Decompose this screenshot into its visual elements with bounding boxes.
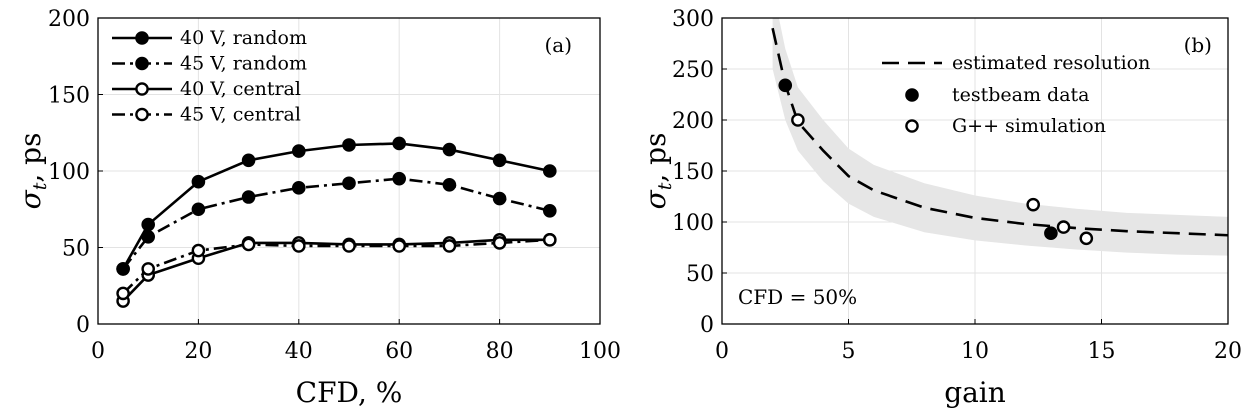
y-tick-label: 300: [672, 7, 714, 32]
estimated-resolution-curve: [771, 27, 1228, 237]
data-point: [116, 286, 130, 301]
legend-label: 45 V, random: [180, 53, 307, 75]
data-point: [392, 171, 407, 186]
y-tick-label: 0: [76, 313, 90, 338]
data-point: [492, 153, 507, 168]
x-tick-label: 80: [486, 339, 514, 364]
panel-b-ylabel: σt, ps: [639, 133, 676, 210]
data-point: [492, 236, 507, 250]
y-tick-label: 0: [700, 313, 714, 338]
x-tick-label: 10: [961, 339, 989, 364]
panel-a-ylabel-rest: , ps: [14, 133, 47, 183]
legend-marker: [905, 88, 919, 102]
x-tick-label: 20: [184, 339, 212, 364]
legend-marker: [905, 119, 919, 133]
data-point: [291, 239, 306, 253]
x-tick-label: 100: [579, 339, 621, 364]
uncertainty-band: [772, 18, 1228, 256]
data-point: [191, 174, 206, 189]
data-point: [141, 229, 155, 244]
simulation-point: [1079, 231, 1094, 246]
y-tick-label: 200: [48, 7, 90, 32]
data-point: [241, 190, 256, 204]
y-tick-label: 100: [48, 160, 90, 185]
data-point: [291, 181, 306, 195]
panel-a-ylabel-sub: t: [29, 182, 51, 190]
data-point: [492, 191, 507, 206]
panel-a-label: (a): [544, 33, 572, 57]
x-tick-label: 60: [385, 339, 413, 364]
data-point: [392, 239, 407, 253]
data-point: [241, 237, 256, 252]
panel-b-label: (b): [1184, 33, 1212, 57]
legend-label: G++ simulation: [952, 115, 1106, 137]
legend-label: 45 V, central: [180, 104, 301, 126]
panel-b-xlabel: gain: [944, 376, 1006, 409]
x-tick-label: 0: [715, 339, 729, 364]
testbeam-point: [778, 78, 793, 93]
x-tick-label: 40: [285, 339, 313, 364]
panel-b-ylabel-rest: , ps: [639, 133, 672, 183]
y-tick-label: 100: [672, 211, 714, 236]
data-point: [342, 138, 356, 152]
x-tick-label: 0: [91, 339, 105, 364]
y-tick-label: 50: [686, 262, 714, 287]
legend-marker: [135, 56, 149, 71]
data-point: [392, 136, 407, 151]
data-point: [141, 217, 155, 232]
simulation-point: [1056, 220, 1071, 234]
x-tick-label: 5: [842, 339, 856, 364]
legend-label: testbeam data: [952, 84, 1090, 106]
legend-marker: [135, 31, 149, 45]
panel-b-ylabel-sub: t: [654, 182, 676, 190]
data-point: [116, 262, 130, 276]
y-tick-label: 50: [62, 237, 90, 262]
legend-marker: [135, 82, 149, 96]
panel-a-legend: 40 V, random 45 V, random 40 V, central 45 …: [112, 27, 307, 126]
panel-a-xlabel: CFD, %: [296, 376, 403, 409]
x-tick-label: 15: [1088, 339, 1116, 364]
data-point: [141, 262, 155, 276]
x-tick-label: 20: [1214, 339, 1242, 364]
panel-a-ylabel: σt, ps: [14, 133, 51, 210]
panel-a-ylabel-sigma: σ: [14, 189, 47, 209]
simulation-point: [1026, 197, 1040, 212]
legend-label: 40 V, random: [180, 27, 307, 49]
data-point: [442, 177, 457, 192]
testbeam-point: [1044, 226, 1058, 241]
legend-label: estimated resolution: [952, 52, 1150, 74]
y-tick-label: 200: [672, 109, 714, 134]
series-line-3: [122, 238, 550, 295]
data-point: [442, 239, 457, 253]
series-line-2: [122, 238, 550, 302]
legend-marker: [135, 107, 149, 122]
data-point: [342, 239, 356, 253]
panel-b-ylabel-sigma: σ: [639, 189, 672, 209]
data-point: [291, 144, 306, 158]
data-point: [543, 164, 557, 178]
panel-b-legend: estimated resolution testbeam data G++ sim…: [882, 52, 1150, 137]
y-tick-label: 150: [672, 160, 714, 185]
series-line-0: [121, 142, 551, 270]
data-point: [342, 176, 356, 191]
data-point: [191, 202, 206, 217]
panel-a: 0 20 40 60 80 100 0 50 100 150 200 (a) 40 V, rando…: [14, 7, 621, 409]
panel-b-annotation: CFD = 50%: [738, 285, 857, 309]
data-point: [543, 203, 557, 218]
data-point: [241, 153, 256, 168]
data-point: [442, 142, 457, 157]
data-point: [543, 233, 557, 247]
legend-label: 40 V, central: [180, 78, 301, 100]
data-point: [191, 243, 206, 258]
simulation-point: [791, 113, 805, 127]
y-tick-label: 150: [48, 84, 90, 109]
y-tick-label: 250: [672, 58, 714, 83]
